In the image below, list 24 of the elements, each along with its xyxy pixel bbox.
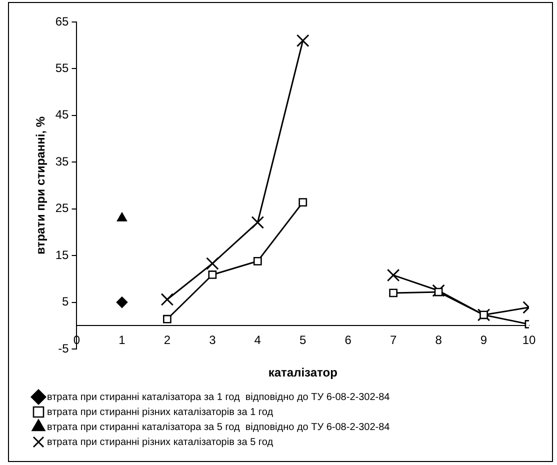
x-tick-label: 4 bbox=[254, 333, 262, 348]
legend-label: втрата при стиранні каталізатора за 5 год відповідно до ТУ 6-08-2-302-84 bbox=[47, 422, 390, 433]
legend-label: втрата при стиранні різних каталізаторів за 1 год bbox=[47, 406, 274, 418]
x-tick-label: 9 bbox=[480, 333, 488, 348]
x-tick-label: 7 bbox=[390, 333, 397, 348]
x-tick-label: 10 bbox=[522, 333, 536, 348]
y-tick-label: 45 bbox=[55, 108, 70, 122]
legend-label: втрата при стиранні різних каталізаторів за 5 год bbox=[47, 436, 274, 448]
x-tick-label: 6 bbox=[344, 333, 352, 348]
y-tick-label: 5 bbox=[62, 294, 70, 309]
x-tick-label: 2 bbox=[164, 333, 171, 348]
y-axis-title: втрати при стиранні, % bbox=[34, 116, 48, 255]
y-tick-label: -5 bbox=[58, 341, 70, 356]
y-tick-label: 15 bbox=[55, 248, 70, 262]
x-axis-title: каталізатор bbox=[268, 365, 338, 380]
y-tick-label: 25 bbox=[55, 201, 70, 216]
y-tick-label: 65 bbox=[55, 14, 70, 28]
x-tick-label: 5 bbox=[300, 333, 307, 348]
x-tick-label: 3 bbox=[209, 333, 216, 348]
x-tick-label: 8 bbox=[435, 333, 442, 348]
y-tick-label: 55 bbox=[55, 61, 70, 76]
x-tick-label: 1 bbox=[118, 333, 126, 348]
y-tick-label: 35 bbox=[55, 154, 70, 168]
legend-label: втрата при стиранні каталізатора за 1 год відповідно до ТУ 6-08-2-302-84 bbox=[47, 392, 390, 403]
